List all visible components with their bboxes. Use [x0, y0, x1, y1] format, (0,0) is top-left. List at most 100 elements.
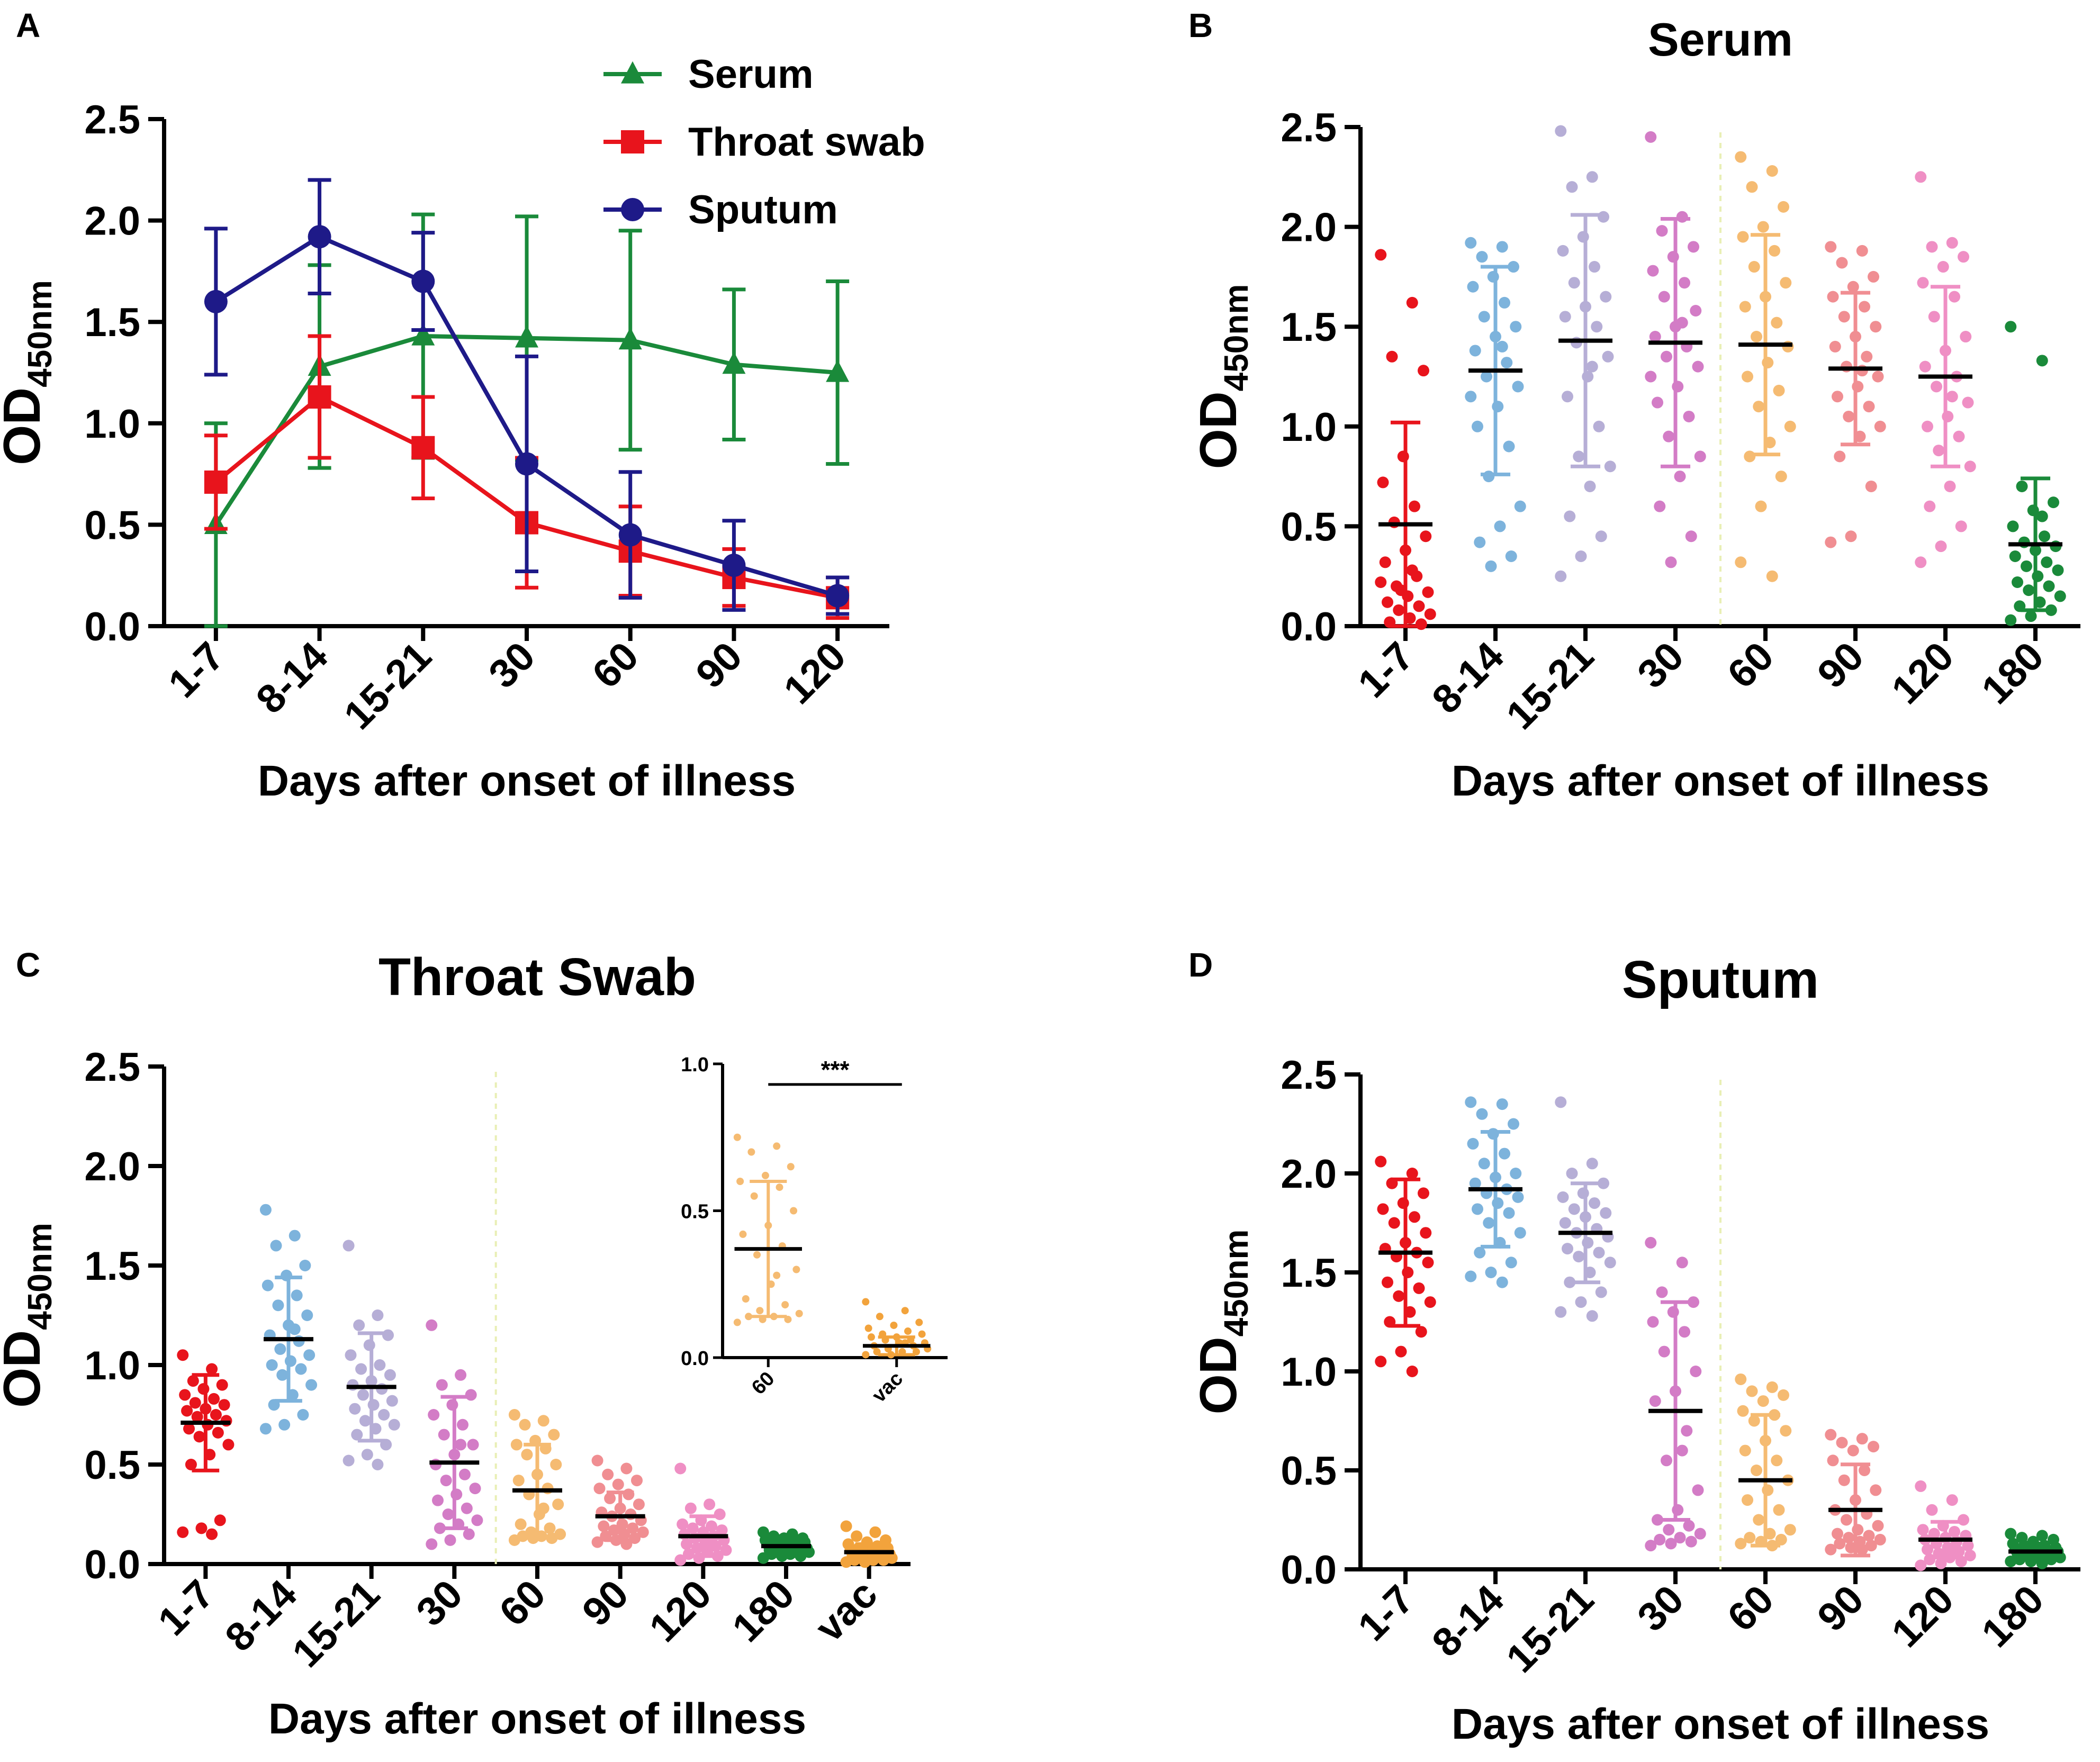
- data-point: [1409, 1211, 1420, 1223]
- data-point: [519, 1418, 531, 1431]
- data-point: [361, 1449, 373, 1461]
- data-point: [604, 1492, 616, 1504]
- data-point: [2012, 576, 2023, 589]
- data-point: [890, 1321, 898, 1329]
- data-point: [1555, 1096, 1567, 1108]
- data-point: [1406, 564, 1418, 576]
- y-tick-label: 1.5: [1281, 305, 1337, 350]
- data-point: [197, 1383, 210, 1395]
- data-point: [1766, 165, 1778, 177]
- group-7: [757, 1526, 815, 1564]
- data-point: [179, 1389, 191, 1401]
- data-point: [602, 1468, 614, 1480]
- data-point: [1512, 1191, 1524, 1203]
- data-point: [1600, 291, 1612, 303]
- data-point: [305, 1379, 318, 1391]
- x-axis-label: Days after onset of illness: [268, 1695, 806, 1743]
- data-point: [1685, 530, 1697, 543]
- group-6: [1915, 1480, 1976, 1571]
- data-point: [2036, 355, 2048, 367]
- data-point: [1652, 396, 1663, 409]
- data-point: [461, 1502, 473, 1514]
- data-point: [739, 1230, 747, 1238]
- data-point: [1935, 540, 1947, 553]
- data-point: [1865, 480, 1877, 492]
- data-point: [608, 1524, 620, 1537]
- data-point: [1393, 1290, 1405, 1302]
- data-point: [1508, 261, 1519, 273]
- y-axis-label: OD450nm: [1189, 1230, 1255, 1415]
- group-0: [177, 1349, 235, 1540]
- data-point: [1825, 536, 1837, 548]
- data-point: [1694, 1528, 1706, 1540]
- data-point: [918, 1330, 926, 1338]
- data-point: [210, 1409, 222, 1421]
- data-point: [1514, 1227, 1526, 1239]
- data-point: [1472, 1203, 1483, 1215]
- data-point: [677, 1518, 689, 1530]
- data-point: [1739, 1444, 1751, 1457]
- data-point: [878, 1554, 890, 1566]
- data-point: [1953, 430, 1965, 442]
- marker-circle: [515, 452, 538, 476]
- data-point: [1586, 1310, 1598, 1322]
- data-point: [1467, 1137, 1479, 1150]
- data-point: [222, 1439, 235, 1451]
- data-point: [1496, 340, 1508, 353]
- data-point: [372, 1309, 384, 1321]
- data-point: [627, 1522, 639, 1534]
- data-point: [776, 1183, 783, 1191]
- group-2: [343, 1240, 400, 1470]
- data-point: [1874, 420, 1886, 432]
- data-point: [1382, 1276, 1393, 1288]
- data-point: [303, 1349, 316, 1361]
- data-point: [1865, 1540, 1877, 1552]
- data-point: [704, 1498, 716, 1511]
- data-point: [1827, 1454, 1839, 1467]
- data-point: [1690, 1366, 1702, 1377]
- data-point: [355, 1363, 367, 1375]
- marker-triangle: [515, 325, 538, 348]
- data-point: [1674, 471, 1686, 483]
- data-point: [795, 1309, 803, 1317]
- y-axis-label-main: OD: [1189, 1336, 1247, 1414]
- y-tick-label: 2.0: [1281, 1152, 1337, 1197]
- data-point: [465, 1389, 477, 1401]
- data-point: [2025, 610, 2037, 622]
- data-point: [1503, 440, 1515, 453]
- data-point: [1413, 600, 1425, 612]
- data-point: [1386, 350, 1398, 363]
- data-point: [750, 1192, 758, 1200]
- y-axis-label-sub: 450nm: [1217, 1230, 1255, 1337]
- marker-triangle: [621, 61, 644, 84]
- data-point: [1775, 1533, 1787, 1546]
- data-point: [1465, 237, 1477, 249]
- y-tick-label: 2.0: [1281, 205, 1337, 250]
- data-point: [1420, 1227, 1432, 1239]
- data-point: [1586, 171, 1598, 183]
- data-point: [787, 1163, 795, 1171]
- data-point: [1424, 608, 1436, 620]
- marker-triangle: [618, 327, 642, 350]
- data-point: [1663, 1524, 1675, 1536]
- data-point: [598, 1520, 610, 1532]
- data-point: [2054, 1551, 2066, 1564]
- data-point: [1757, 221, 1769, 233]
- data-point: [1663, 430, 1675, 442]
- data-point: [2005, 1556, 2017, 1568]
- data-point: [1591, 321, 1603, 333]
- data-point: [773, 1271, 781, 1279]
- data-point: [382, 1329, 394, 1341]
- data-point: [181, 1405, 193, 1417]
- data-point: [1406, 296, 1418, 309]
- data-point: [1928, 1528, 1940, 1540]
- data-point: [1485, 560, 1497, 572]
- data-point: [537, 1415, 549, 1427]
- data-point: [1375, 249, 1387, 261]
- data-point: [2007, 520, 2019, 532]
- data-point: [388, 1418, 400, 1431]
- data-point: [1841, 1514, 1852, 1526]
- group-5: [1825, 1429, 1886, 1558]
- data-point: [1598, 1177, 1609, 1189]
- data-point: [1832, 391, 1843, 403]
